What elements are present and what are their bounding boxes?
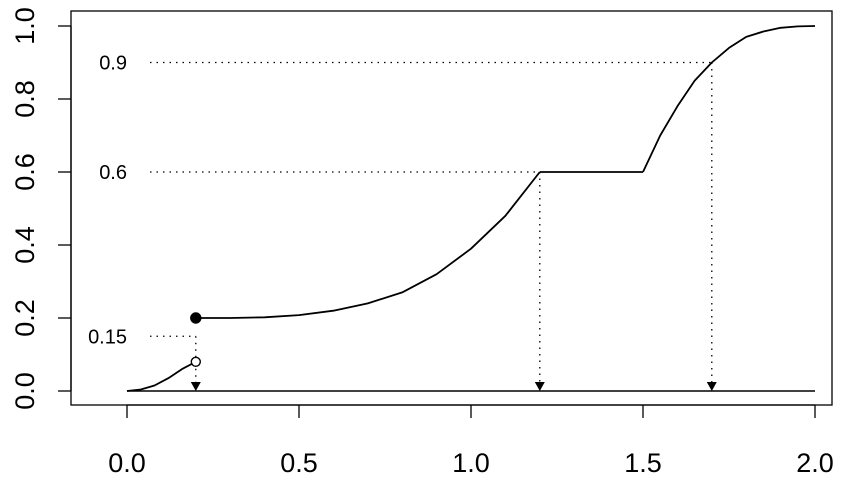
x-tick-label: 1.5 bbox=[624, 448, 662, 478]
y-tick-label: 0.4 bbox=[10, 226, 40, 264]
cdf-lines bbox=[126, 25, 816, 392]
filled-point bbox=[190, 312, 202, 324]
guide-label: 0.9 bbox=[99, 53, 127, 75]
x-tick-label: 2.0 bbox=[796, 448, 834, 478]
cdf-segment bbox=[195, 171, 541, 319]
x-tick-label: 0.5 bbox=[280, 448, 318, 478]
arrow-head bbox=[706, 382, 717, 391]
y-tick-label: 0.6 bbox=[10, 153, 40, 191]
open-point bbox=[190, 356, 202, 367]
plot-frame bbox=[70, 10, 833, 406]
y-tick-label: 0.2 bbox=[10, 299, 40, 337]
x-tick-label: 0.0 bbox=[108, 448, 146, 478]
y-tick-label: 0.8 bbox=[10, 80, 40, 118]
arrow-head bbox=[534, 382, 545, 391]
axes-group: 0.0 0.5 1.0 1.5 2.0 0.0 0.2 0.4 0.6 0.8 1.0 bbox=[10, 7, 834, 478]
y-tick-label: 0.0 bbox=[10, 372, 40, 410]
markers bbox=[190, 312, 202, 367]
arrow-head bbox=[190, 382, 201, 391]
guide-label: 0.15 bbox=[88, 326, 127, 348]
cdf-segment bbox=[126, 361, 197, 392]
x-tick-label: 1.0 bbox=[452, 448, 490, 478]
guide-label: 0.6 bbox=[99, 162, 127, 184]
quantile-guides: 0.15 0.6 0.9 bbox=[88, 53, 717, 391]
y-tick-label: 1.0 bbox=[10, 7, 40, 45]
cdf-segment bbox=[642, 25, 816, 173]
